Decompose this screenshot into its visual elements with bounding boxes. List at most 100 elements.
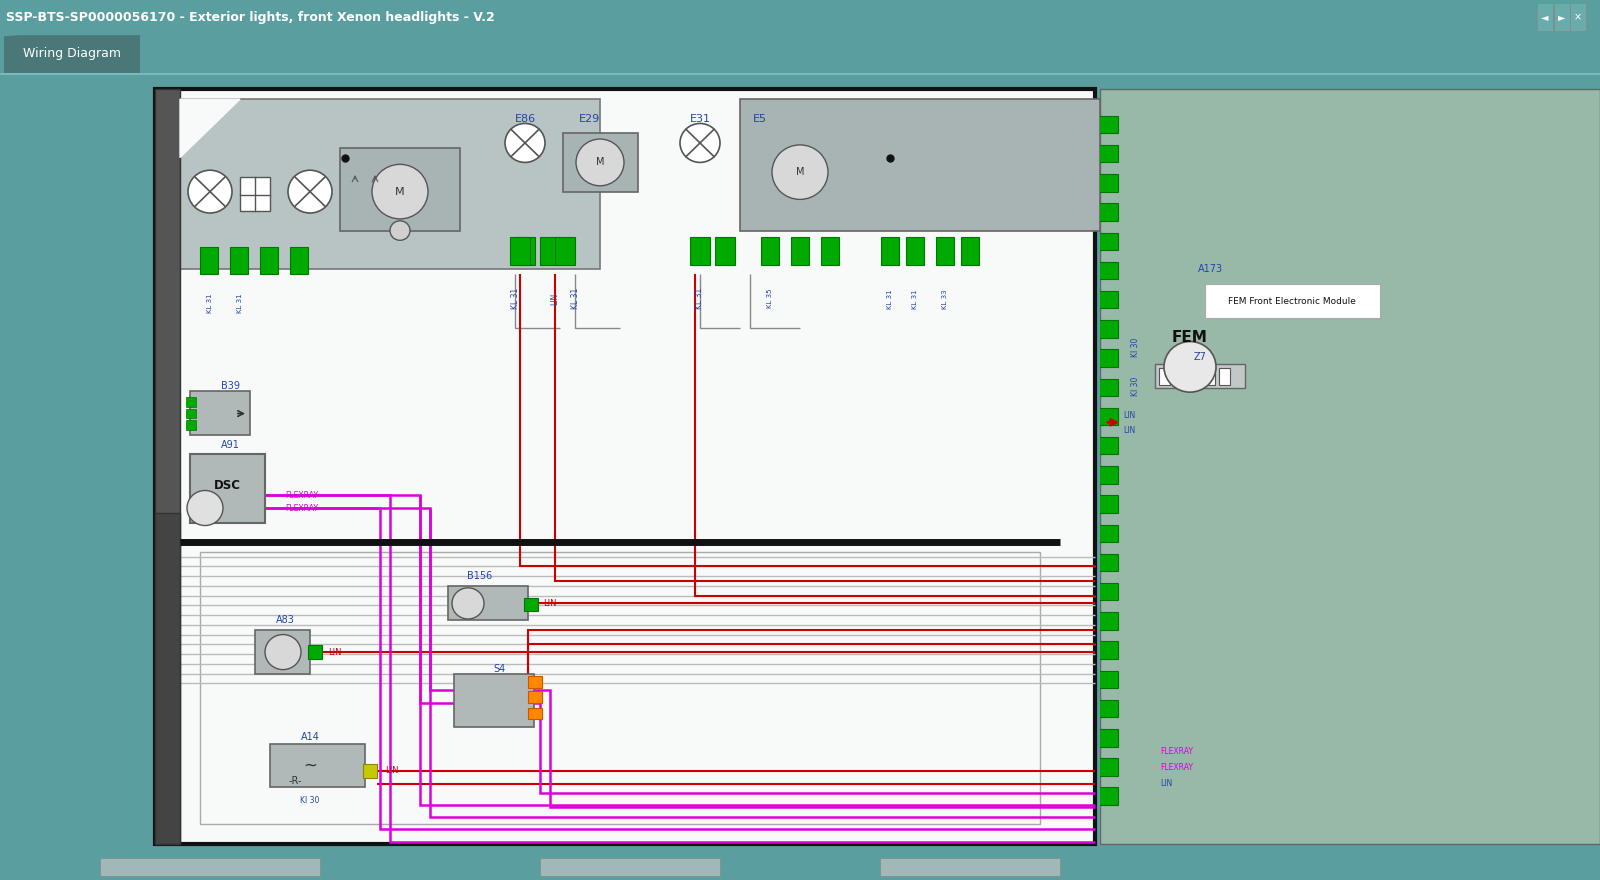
Text: B156: B156 <box>467 571 493 581</box>
Bar <box>1098 671 1118 688</box>
Text: FLEXRAY: FLEXRAY <box>285 503 318 512</box>
Text: LIN: LIN <box>1123 426 1134 435</box>
Text: KL 31: KL 31 <box>237 294 243 313</box>
Text: FEM Front Electronic Module: FEM Front Electronic Module <box>1229 297 1355 306</box>
Polygon shape <box>179 99 240 158</box>
Bar <box>1098 203 1118 221</box>
Bar <box>1098 349 1118 367</box>
Bar <box>200 247 218 275</box>
Bar <box>541 238 560 265</box>
Bar <box>363 764 378 778</box>
Bar <box>1538 4 1554 31</box>
Bar <box>715 238 734 265</box>
Bar <box>1174 368 1186 385</box>
Text: LIN: LIN <box>386 766 398 775</box>
Bar <box>1570 4 1586 31</box>
Circle shape <box>1165 341 1216 392</box>
Text: Kl 30: Kl 30 <box>1131 338 1139 357</box>
Bar <box>690 238 710 265</box>
Text: SSP-BTS-SP0000056170 - Exterior lights, front Xenon headlights - V.2: SSP-BTS-SP0000056170 - Exterior lights, … <box>6 11 494 24</box>
Text: E31: E31 <box>690 114 710 123</box>
Text: E86: E86 <box>515 114 536 123</box>
Bar <box>99 857 320 876</box>
Bar <box>230 247 248 275</box>
Bar <box>906 238 925 265</box>
Circle shape <box>266 634 301 670</box>
Bar <box>1098 261 1118 279</box>
Circle shape <box>390 221 410 240</box>
Circle shape <box>288 170 333 213</box>
Text: LIN: LIN <box>1160 779 1173 788</box>
Text: A83: A83 <box>275 615 294 625</box>
Bar <box>259 247 278 275</box>
Bar <box>1098 291 1118 308</box>
Bar <box>186 397 195 407</box>
Text: KL 31: KL 31 <box>886 289 893 309</box>
Text: M: M <box>395 187 405 196</box>
Text: M: M <box>795 167 805 177</box>
Bar <box>1205 368 1214 385</box>
Bar <box>200 552 1040 825</box>
Bar <box>155 90 1094 844</box>
Bar <box>762 238 779 265</box>
Circle shape <box>453 588 483 619</box>
Text: S4: S4 <box>494 664 506 673</box>
Bar <box>1098 145 1118 163</box>
Bar <box>186 408 195 419</box>
Bar <box>1098 407 1118 425</box>
Bar <box>1098 115 1118 133</box>
Text: A91: A91 <box>221 440 240 450</box>
Bar <box>1098 700 1118 717</box>
Text: LIN: LIN <box>544 599 557 608</box>
Bar <box>290 247 307 275</box>
Bar <box>270 744 365 788</box>
Circle shape <box>506 123 546 163</box>
Bar <box>739 99 1101 231</box>
Bar <box>1205 284 1379 319</box>
Bar <box>1098 495 1118 513</box>
Text: KL 33: KL 33 <box>942 289 947 309</box>
Text: B39: B39 <box>221 381 240 392</box>
Bar <box>339 148 461 231</box>
Bar <box>1098 759 1118 776</box>
Bar <box>155 513 179 844</box>
Polygon shape <box>3 35 141 74</box>
Bar <box>1098 583 1118 600</box>
Bar <box>254 630 310 673</box>
Text: E5: E5 <box>754 114 766 123</box>
Bar <box>1155 364 1245 388</box>
Text: ~: ~ <box>302 757 317 775</box>
Text: ◄: ◄ <box>1541 12 1549 22</box>
Text: KL 31: KL 31 <box>696 288 704 310</box>
Bar <box>1098 729 1118 746</box>
Bar <box>510 238 530 265</box>
Circle shape <box>680 123 720 163</box>
Circle shape <box>371 165 429 219</box>
Bar <box>1098 554 1118 571</box>
Bar <box>1098 524 1118 542</box>
Bar <box>541 857 720 876</box>
Circle shape <box>576 139 624 186</box>
Text: FLEXRAY: FLEXRAY <box>1160 764 1194 773</box>
Bar <box>190 454 266 523</box>
Bar <box>936 238 954 265</box>
Bar <box>563 133 638 192</box>
Bar <box>190 392 250 435</box>
Bar <box>1098 232 1118 250</box>
Text: LIN: LIN <box>328 648 342 656</box>
Bar <box>1098 788 1118 805</box>
Bar <box>555 238 574 265</box>
Bar <box>1098 378 1118 396</box>
Text: A173: A173 <box>1197 265 1222 275</box>
Circle shape <box>187 490 222 525</box>
Bar <box>528 677 542 688</box>
Text: Z7: Z7 <box>1194 352 1206 362</box>
Bar <box>790 238 810 265</box>
Bar <box>448 586 528 620</box>
Bar <box>155 90 179 844</box>
Bar <box>1189 368 1200 385</box>
Bar <box>821 238 838 265</box>
Bar <box>882 238 899 265</box>
Text: ►: ► <box>1558 12 1566 22</box>
Text: FEM: FEM <box>1173 330 1208 345</box>
